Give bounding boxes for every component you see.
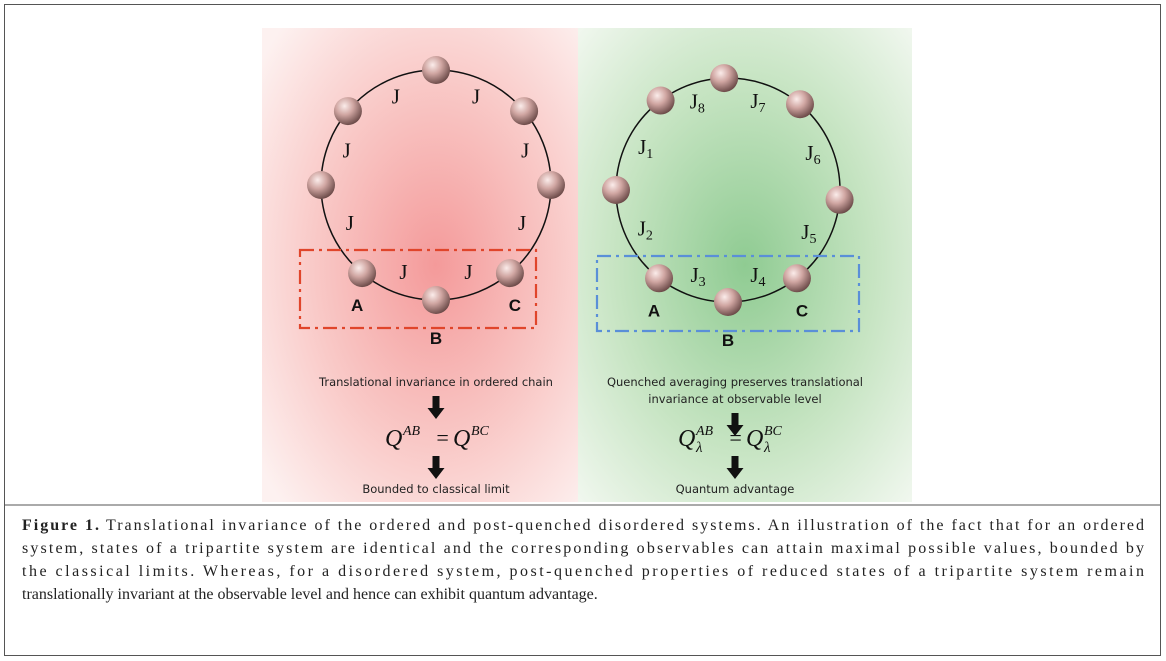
equation-lhs-sub: λ [695,440,703,456]
equation-rhs-sub: λ [763,440,771,456]
site-sphere [826,186,854,214]
equation-rhs: Q [746,426,763,452]
equation-equals: = [435,425,450,450]
description: Quenched averaging preserves translation… [607,375,863,389]
bond-label: J [343,138,351,162]
site-sphere [647,87,675,115]
site-sphere [645,264,673,292]
outcome: Bounded to classical limit [362,482,510,496]
equation-lhs: Q [385,426,402,452]
equation-lhs-sup: AB [695,424,714,439]
bond-index: 1 [646,147,653,162]
site-sphere [307,171,335,199]
equation-equals: = [728,425,743,450]
site-sphere [510,97,538,125]
site-sphere [496,259,524,287]
bond-label: J [346,211,354,235]
site-sphere [348,259,376,287]
right-panel [578,28,912,502]
bond-symbol: J [638,216,646,240]
site-label: C [509,296,521,315]
caption: Figure 1. Translational invariance of the… [22,517,1144,603]
equation-rhs: Q [453,426,470,452]
site-sphere [602,176,630,204]
caption-line: system, states of a tripartite system ar… [22,540,1144,557]
site-label: B [722,331,734,350]
figure-page: JJJJJJJJABCTranslational invariance in o… [0,0,1166,661]
bond-index: 4 [759,275,766,290]
site-sphere [334,97,362,125]
equation-rhs-sup: BC [764,424,783,439]
bond-label: J [472,85,480,109]
outcome: Quantum advantage [676,482,795,496]
caption-line: translationally invariant at the observa… [22,586,598,603]
bond-index: 2 [646,229,653,244]
site-sphere [537,171,565,199]
description: invariance at observable level [648,392,821,406]
site-label: C [796,301,808,320]
equation-lhs: Q [678,426,695,452]
bond-symbol: J [801,220,809,244]
bond-index: 6 [814,153,821,168]
caption-label: Figure 1. [22,517,99,534]
site-sphere [714,288,742,316]
caption-line: Figure 1. Translational invariance of the… [22,517,1144,534]
bond-symbol: J [750,89,758,113]
caption-line: the classical limits. Whereas, for a dis… [22,563,1144,580]
bond-index: 7 [759,101,766,116]
bond-label: J [521,138,529,162]
bond-index: 8 [698,101,705,116]
site-sphere [710,64,738,92]
bond-symbol: J [690,263,698,287]
equation-lhs-sup: AB [402,424,421,439]
bond-label: J [392,85,400,109]
caption-text: Translational invariance of the ordered … [106,517,1144,534]
bond-index: 3 [699,275,706,290]
site-label: A [648,301,660,320]
bond-symbol: J [690,89,698,113]
site-label: A [351,296,363,315]
bond-label: J [399,260,407,284]
site-sphere [783,264,811,292]
equation-rhs-sup: BC [471,424,490,439]
site-sphere [422,286,450,314]
description: Translational invariance in ordered chai… [318,375,553,389]
bond-index: 5 [809,232,816,247]
site-sphere [422,56,450,84]
bond-symbol: J [750,263,758,287]
site-sphere [786,90,814,118]
bond-label: J [518,211,526,235]
site-label: B [430,329,442,348]
bond-symbol: J [638,135,646,159]
bond-label: J [464,260,472,284]
bond-symbol: J [805,141,813,165]
